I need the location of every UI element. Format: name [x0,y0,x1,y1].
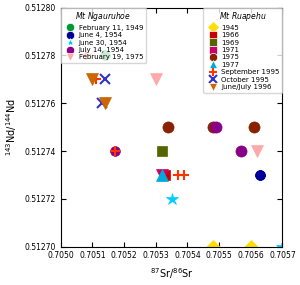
Legend: 1945, 1966, 1969, 1971, 1975, 1977, September 1995, October 1995, June/July 1996: 1945, 1966, 1969, 1971, 1975, 1977, Sept… [203,8,283,93]
Y-axis label: $^{143}$Nd/$^{144}$Nd: $^{143}$Nd/$^{144}$Nd [4,98,19,156]
X-axis label: $^{87}$Sr/$^{86}$Sr: $^{87}$Sr/$^{86}$Sr [150,266,194,281]
